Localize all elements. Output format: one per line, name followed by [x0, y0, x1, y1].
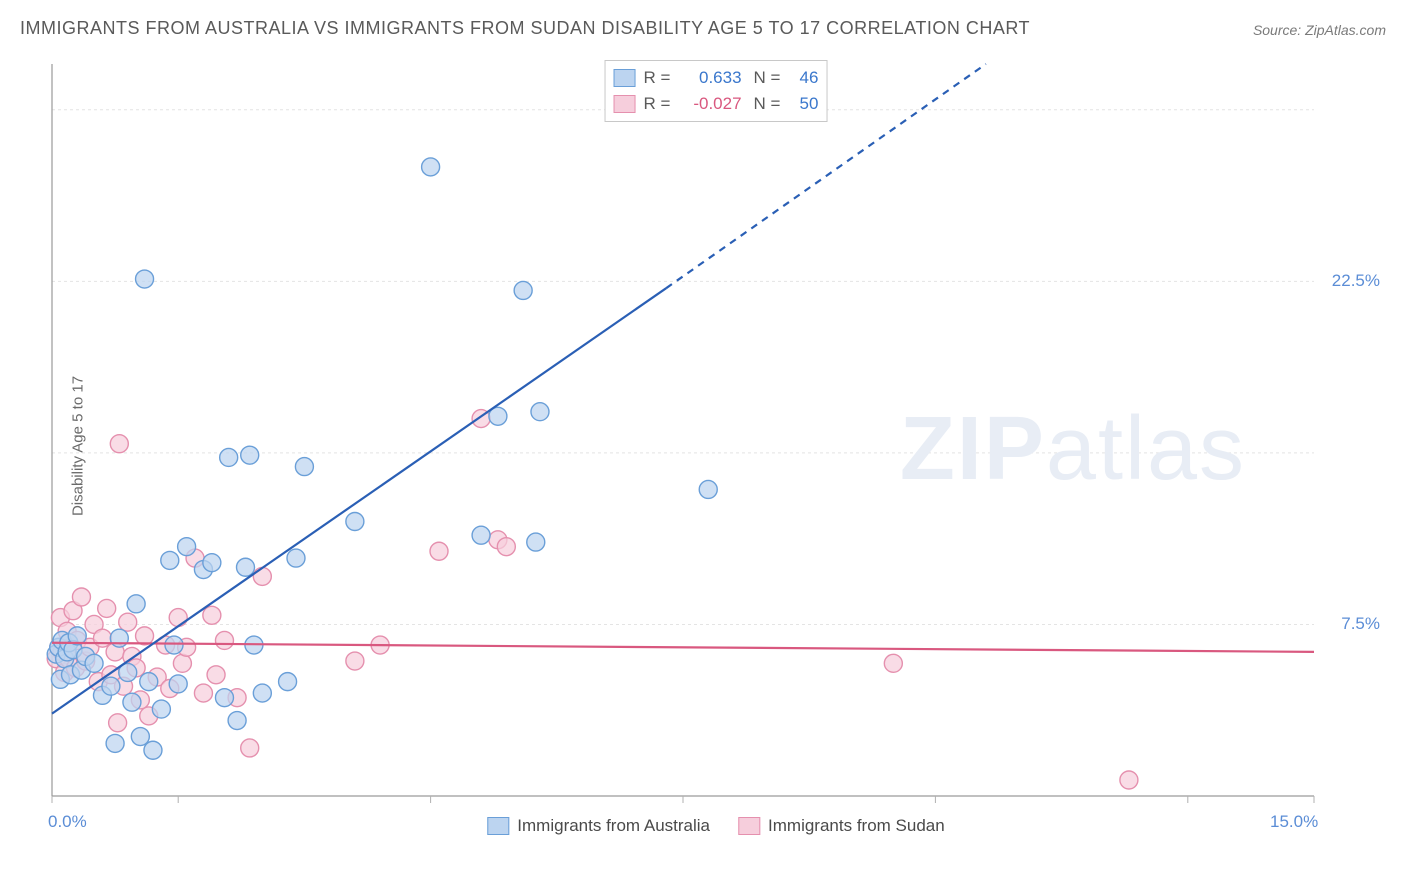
n-label: N = [754, 68, 781, 88]
legend-swatch-sudan [614, 95, 636, 113]
legend-swatch-australia [614, 69, 636, 87]
n-value-sudan: 50 [788, 94, 818, 114]
r-value-australia: 0.633 [682, 68, 742, 88]
chart-title: IMMIGRANTS FROM AUSTRALIA VS IMMIGRANTS … [20, 18, 1030, 39]
n-label: N = [754, 94, 781, 114]
legend-row-sudan: R = -0.027 N = 50 [614, 91, 819, 117]
r-label: R = [644, 94, 674, 114]
r-label: R = [644, 68, 674, 88]
legend-row-australia: R = 0.633 N = 46 [614, 65, 819, 91]
legend-item-australia: Immigrants from Australia [487, 816, 710, 836]
legend-label-sudan: Immigrants from Sudan [768, 816, 945, 836]
chart-area: ZIPatlas R = 0.633 N = 46 R = -0.027 N =… [46, 58, 1386, 838]
y-tick-label: 22.5% [1332, 271, 1380, 291]
series-legend: Immigrants from Australia Immigrants fro… [487, 816, 944, 836]
r-value-sudan: -0.027 [682, 94, 742, 114]
y-tick-label: 7.5% [1341, 614, 1380, 634]
x-tick-label: 15.0% [1270, 812, 1318, 832]
scatter-plot-svg [46, 58, 1386, 838]
legend-label-australia: Immigrants from Australia [517, 816, 710, 836]
source-attribution: Source: ZipAtlas.com [1253, 22, 1386, 38]
n-value-australia: 46 [788, 68, 818, 88]
legend-swatch-sudan [738, 817, 760, 835]
legend-swatch-australia [487, 817, 509, 835]
correlation-legend: R = 0.633 N = 46 R = -0.027 N = 50 [605, 60, 828, 122]
legend-item-sudan: Immigrants from Sudan [738, 816, 945, 836]
x-tick-label: 0.0% [48, 812, 87, 832]
